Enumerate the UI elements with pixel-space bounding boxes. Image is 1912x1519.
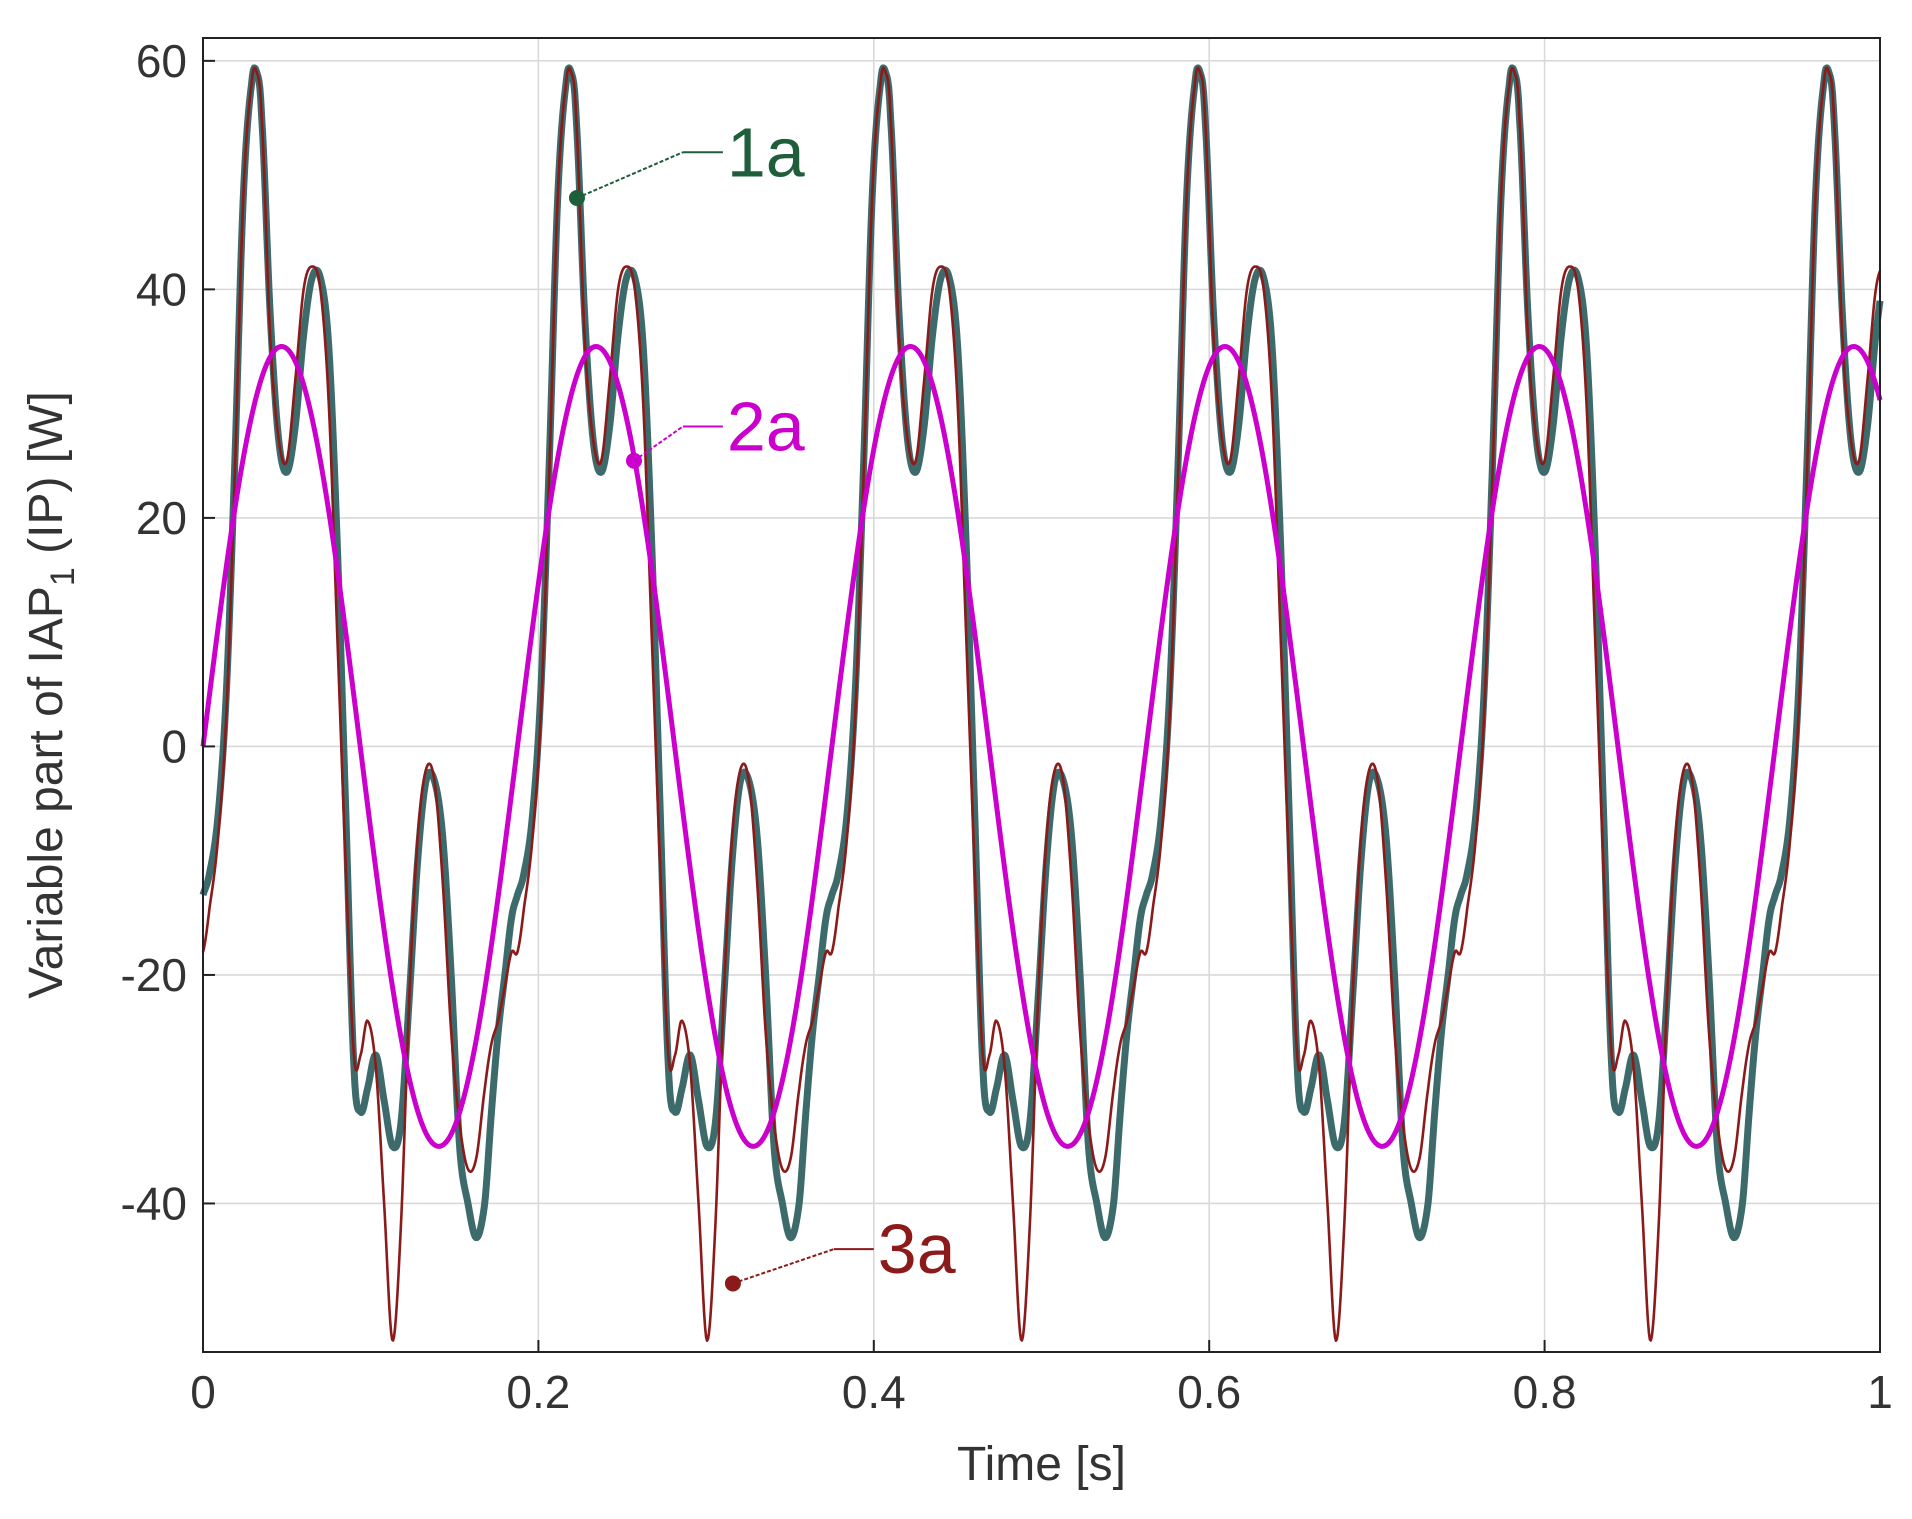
series-line-3a (201, 66, 1882, 1342)
annotation-marker-2a (625, 452, 642, 469)
y-tick-label: -40 (121, 1177, 187, 1229)
annotation-marker-3a (724, 1275, 741, 1292)
x-tick-label: 0.8 (1513, 1366, 1577, 1418)
x-tick-label: 1 (1867, 1366, 1893, 1418)
annotation-marker-1a (568, 189, 585, 206)
annotation-leader-2a (633, 425, 684, 462)
y-axis-label-main: Variable part of IAP (20, 586, 73, 999)
annotation-label-1a: 1a (727, 113, 805, 191)
x-tick-label: 0.2 (506, 1366, 570, 1418)
x-tick-label: 0.6 (1177, 1366, 1241, 1418)
tick-labels: 0 0.2 0.4 0.6 0.8 1 60 40 20 0 -20 -40 (121, 35, 1893, 1418)
y-tick-label: -20 (121, 949, 187, 1001)
y-tick-label: 0 (161, 720, 187, 772)
annotations: 1a 2a 3a (568, 113, 956, 1292)
y-tick-label: 40 (136, 263, 187, 315)
y-axis-label-subscript: 1 (44, 567, 82, 586)
annotation-label-3a: 3a (878, 1210, 956, 1288)
series-line-2a (200, 344, 1883, 1149)
plot-frame (202, 37, 1881, 1353)
y-axis-label: Variable part of IAP1 (IP) [W] (20, 391, 82, 999)
x-axis-label: Time [s] (957, 1438, 1126, 1491)
x-tick-label: 0.4 (842, 1366, 906, 1418)
annotation-leader-1a (576, 151, 684, 199)
annotation-label-2a: 2a (727, 387, 805, 465)
x-tick-label: 0 (190, 1366, 216, 1418)
y-tick-label: 20 (136, 492, 187, 544)
y-tick-label: 60 (136, 35, 187, 87)
series-layer (199, 64, 1884, 1342)
y-axis-label-suffix: (IP) [W] (20, 391, 73, 567)
